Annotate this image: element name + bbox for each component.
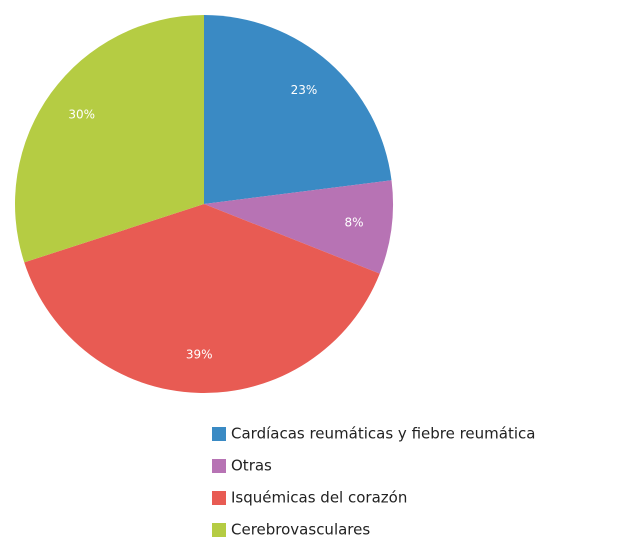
pie-slice bbox=[24, 204, 380, 393]
legend-label: Otras bbox=[231, 457, 272, 475]
legend-swatch bbox=[212, 523, 226, 537]
legend-label: Cardíacas reumáticas y fiebre reumática bbox=[231, 425, 535, 443]
data-label: 30% bbox=[68, 108, 95, 122]
legend-swatch bbox=[212, 459, 226, 473]
legend-label: Cerebrovasculares bbox=[231, 521, 370, 539]
data-label: 39% bbox=[186, 348, 213, 362]
data-label: 23% bbox=[291, 83, 318, 97]
pie-slice bbox=[204, 15, 392, 204]
legend-label: Isquémicas del corazón bbox=[231, 489, 407, 507]
data-label: 8% bbox=[344, 215, 363, 229]
legend-swatch bbox=[212, 427, 226, 441]
pie-slice bbox=[204, 180, 393, 274]
legend-swatch bbox=[212, 491, 226, 505]
pie-slice bbox=[14, 15, 205, 263]
